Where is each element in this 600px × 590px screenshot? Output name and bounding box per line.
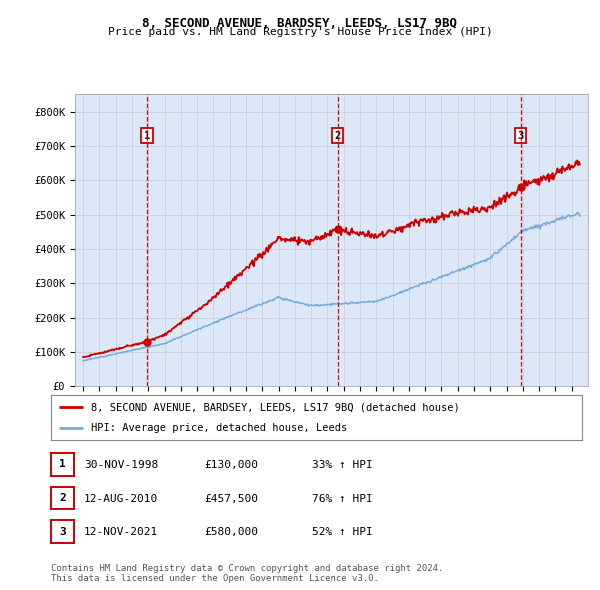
- Text: 3: 3: [518, 130, 524, 140]
- Text: 30-NOV-1998: 30-NOV-1998: [84, 460, 158, 470]
- Text: 2: 2: [334, 130, 341, 140]
- Text: Contains HM Land Registry data © Crown copyright and database right 2024.
This d: Contains HM Land Registry data © Crown c…: [51, 563, 443, 583]
- Text: £580,000: £580,000: [204, 527, 258, 537]
- Text: 8, SECOND AVENUE, BARDSEY, LEEDS, LS17 9BQ: 8, SECOND AVENUE, BARDSEY, LEEDS, LS17 9…: [143, 17, 458, 30]
- Text: 52% ↑ HPI: 52% ↑ HPI: [312, 527, 373, 537]
- Text: 1: 1: [144, 130, 150, 140]
- Text: 12-NOV-2021: 12-NOV-2021: [84, 527, 158, 537]
- Text: 8, SECOND AVENUE, BARDSEY, LEEDS, LS17 9BQ (detached house): 8, SECOND AVENUE, BARDSEY, LEEDS, LS17 9…: [91, 402, 460, 412]
- Text: 2: 2: [59, 493, 66, 503]
- Text: £457,500: £457,500: [204, 494, 258, 503]
- Text: HPI: Average price, detached house, Leeds: HPI: Average price, detached house, Leed…: [91, 422, 347, 432]
- Text: 76% ↑ HPI: 76% ↑ HPI: [312, 494, 373, 503]
- Text: 1: 1: [59, 460, 66, 469]
- Text: 3: 3: [59, 527, 66, 536]
- Text: £130,000: £130,000: [204, 460, 258, 470]
- Text: 33% ↑ HPI: 33% ↑ HPI: [312, 460, 373, 470]
- Text: 12-AUG-2010: 12-AUG-2010: [84, 494, 158, 503]
- Text: Price paid vs. HM Land Registry's House Price Index (HPI): Price paid vs. HM Land Registry's House …: [107, 27, 493, 37]
